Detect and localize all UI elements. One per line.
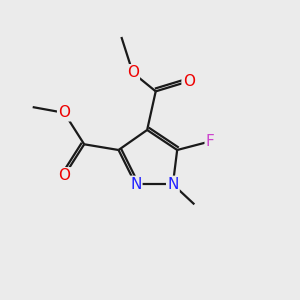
Text: O: O: [127, 65, 139, 80]
Text: N: N: [167, 177, 178, 192]
Text: F: F: [206, 134, 214, 149]
Text: O: O: [58, 168, 70, 183]
Text: O: O: [58, 105, 70, 120]
Text: O: O: [183, 74, 195, 89]
Text: N: N: [130, 177, 141, 192]
